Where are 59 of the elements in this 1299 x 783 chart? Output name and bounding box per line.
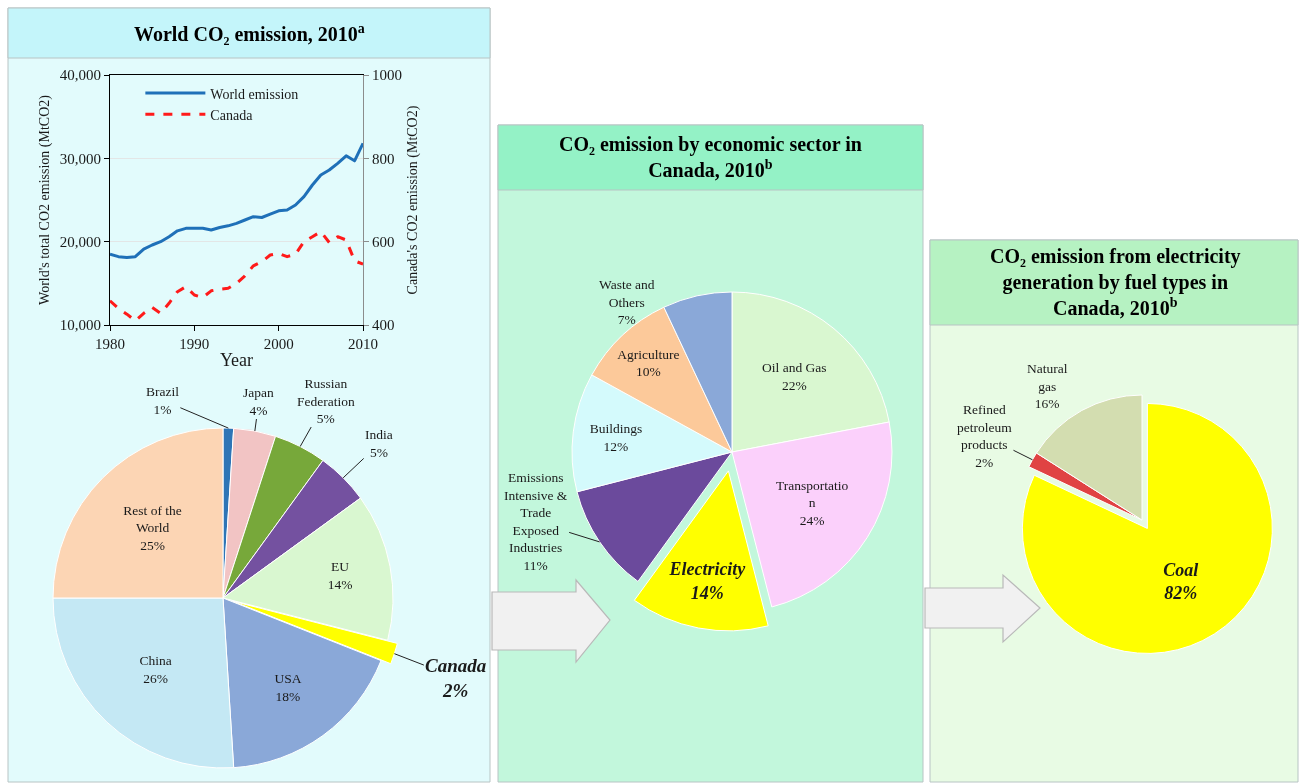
- legend-label: World emission: [210, 86, 299, 102]
- data-label: 1%: [153, 401, 172, 417]
- slice-label: Agriculture: [617, 346, 680, 362]
- y-tick-label: 20,000: [59, 233, 101, 250]
- data-label: 24%: [799, 512, 825, 528]
- data-label: 12%: [603, 438, 629, 454]
- slice-label: Brazil: [146, 384, 180, 399]
- y-tick-label: 40,000: [59, 67, 101, 84]
- data-label: 22%: [781, 377, 807, 393]
- slice-label: EU: [331, 559, 350, 575]
- data-label: 2%: [441, 679, 469, 701]
- y2-tick-label: 600: [372, 233, 395, 250]
- data-label: 10%: [635, 364, 661, 380]
- data-label: 14%: [690, 582, 724, 603]
- slice-label: China: [139, 653, 172, 669]
- data-label: 26%: [143, 670, 169, 686]
- data-label: 25%: [140, 537, 165, 553]
- data-label: 5%: [316, 411, 335, 427]
- slice-label: India: [365, 427, 393, 442]
- chart-title: CO₂ emission by economic sector in Canada, 2010$^{b}$: [559, 133, 862, 181]
- data-label: 82%: [1164, 582, 1198, 603]
- slice-label: Coal: [1163, 559, 1199, 580]
- slice-label: Canada: [425, 655, 487, 676]
- data-label: 11%: [523, 557, 548, 573]
- y2-tick-label: 400: [372, 317, 395, 334]
- line-series: [110, 141, 363, 259]
- y-tick-label: 10,000: [59, 317, 101, 334]
- y2-tick-label: 800: [372, 150, 395, 167]
- slice-label: Transportation: [775, 477, 849, 511]
- slice-label: Oil and Gas: [762, 360, 827, 376]
- y-tick-label: 30,000: [59, 150, 101, 167]
- data-label: 4%: [249, 402, 268, 418]
- y-axis-title: World's total CO2 emission (MtCO2): [37, 94, 54, 305]
- x-tick-label: 2000: [263, 336, 294, 352]
- data-label: 2%: [975, 454, 994, 470]
- y2-tick-label: 1000: [372, 67, 402, 84]
- data-label: 14%: [327, 576, 353, 592]
- chart-title: World CO₂ emission, 2010$^{a}$: [134, 21, 365, 46]
- y2-axis-title: Canada's CO2 emission (MtCO2): [405, 105, 422, 295]
- data-label: 7%: [617, 312, 636, 328]
- slice-label: Buildings: [589, 421, 643, 437]
- x-axis-title: Year: [219, 350, 254, 371]
- slice-label: Refined petroleum products: [957, 402, 1013, 453]
- slice-label: Waste and Others: [599, 277, 655, 310]
- slice-label: USA: [274, 671, 302, 687]
- slice-label: Rest of the World: [123, 502, 182, 536]
- x-tick-label: 2010: [348, 336, 378, 352]
- slice-label: Russian Federation: [297, 376, 355, 409]
- legend-label: Canada: [210, 107, 254, 123]
- slice-label: Electricity: [668, 559, 747, 580]
- x-tick-label: 1980: [95, 336, 125, 352]
- slice-label: Emissions Intensive & Trade Exposed Industries: [504, 470, 568, 556]
- data-label: 18%: [275, 688, 301, 704]
- chart-title: CO₂ emission from electricity generation by fuel types in Canada, 2010$^{b}$: [990, 245, 1241, 319]
- slice-label: Japan: [243, 385, 274, 400]
- data-label: 16%: [1034, 396, 1060, 412]
- x-tick-label: 1990: [179, 336, 210, 352]
- slice-label: Natural gas: [1027, 361, 1068, 394]
- data-label: 5%: [369, 444, 388, 460]
